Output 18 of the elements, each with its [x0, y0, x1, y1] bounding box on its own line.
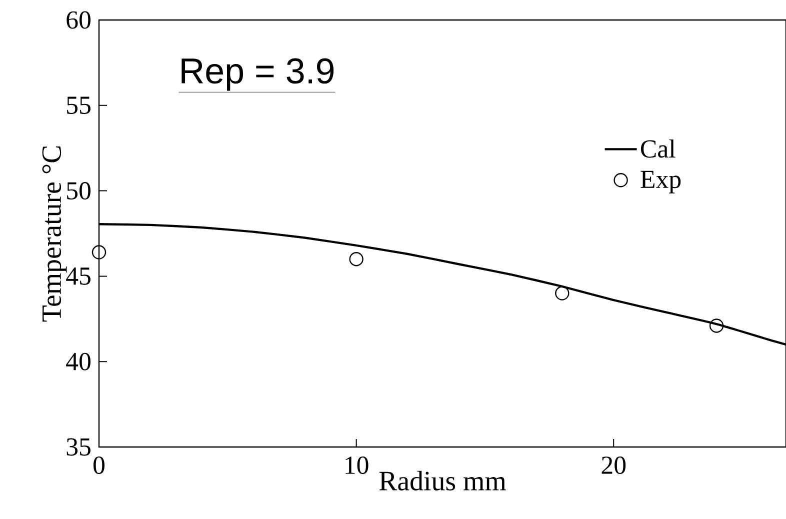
- legend-label: Exp: [640, 170, 681, 194]
- x-tick-label: 0: [94, 456, 104, 474]
- x-tick-label: 20: [602, 456, 626, 474]
- y-tick-label: 45: [66, 268, 90, 285]
- legend-label: Cal: [640, 139, 676, 158]
- y-tick-label: 55: [67, 96, 90, 114]
- x-tick-label: 10: [346, 456, 368, 474]
- point: [555, 286, 570, 300]
- y-tick-label: 35: [66, 438, 90, 456]
- point: [709, 318, 724, 333]
- point: [92, 245, 106, 260]
- x-axis-title: Radius mm: [379, 470, 506, 490]
- y-axis-title: Temperature °C: [42, 146, 67, 322]
- annotation: Rep = 3.9: [182, 58, 334, 91]
- y-tick-label: 60: [66, 11, 90, 29]
- point: [349, 252, 364, 266]
- y-tick-label: 50: [67, 182, 90, 200]
- y-tick-label: 40: [66, 352, 90, 370]
